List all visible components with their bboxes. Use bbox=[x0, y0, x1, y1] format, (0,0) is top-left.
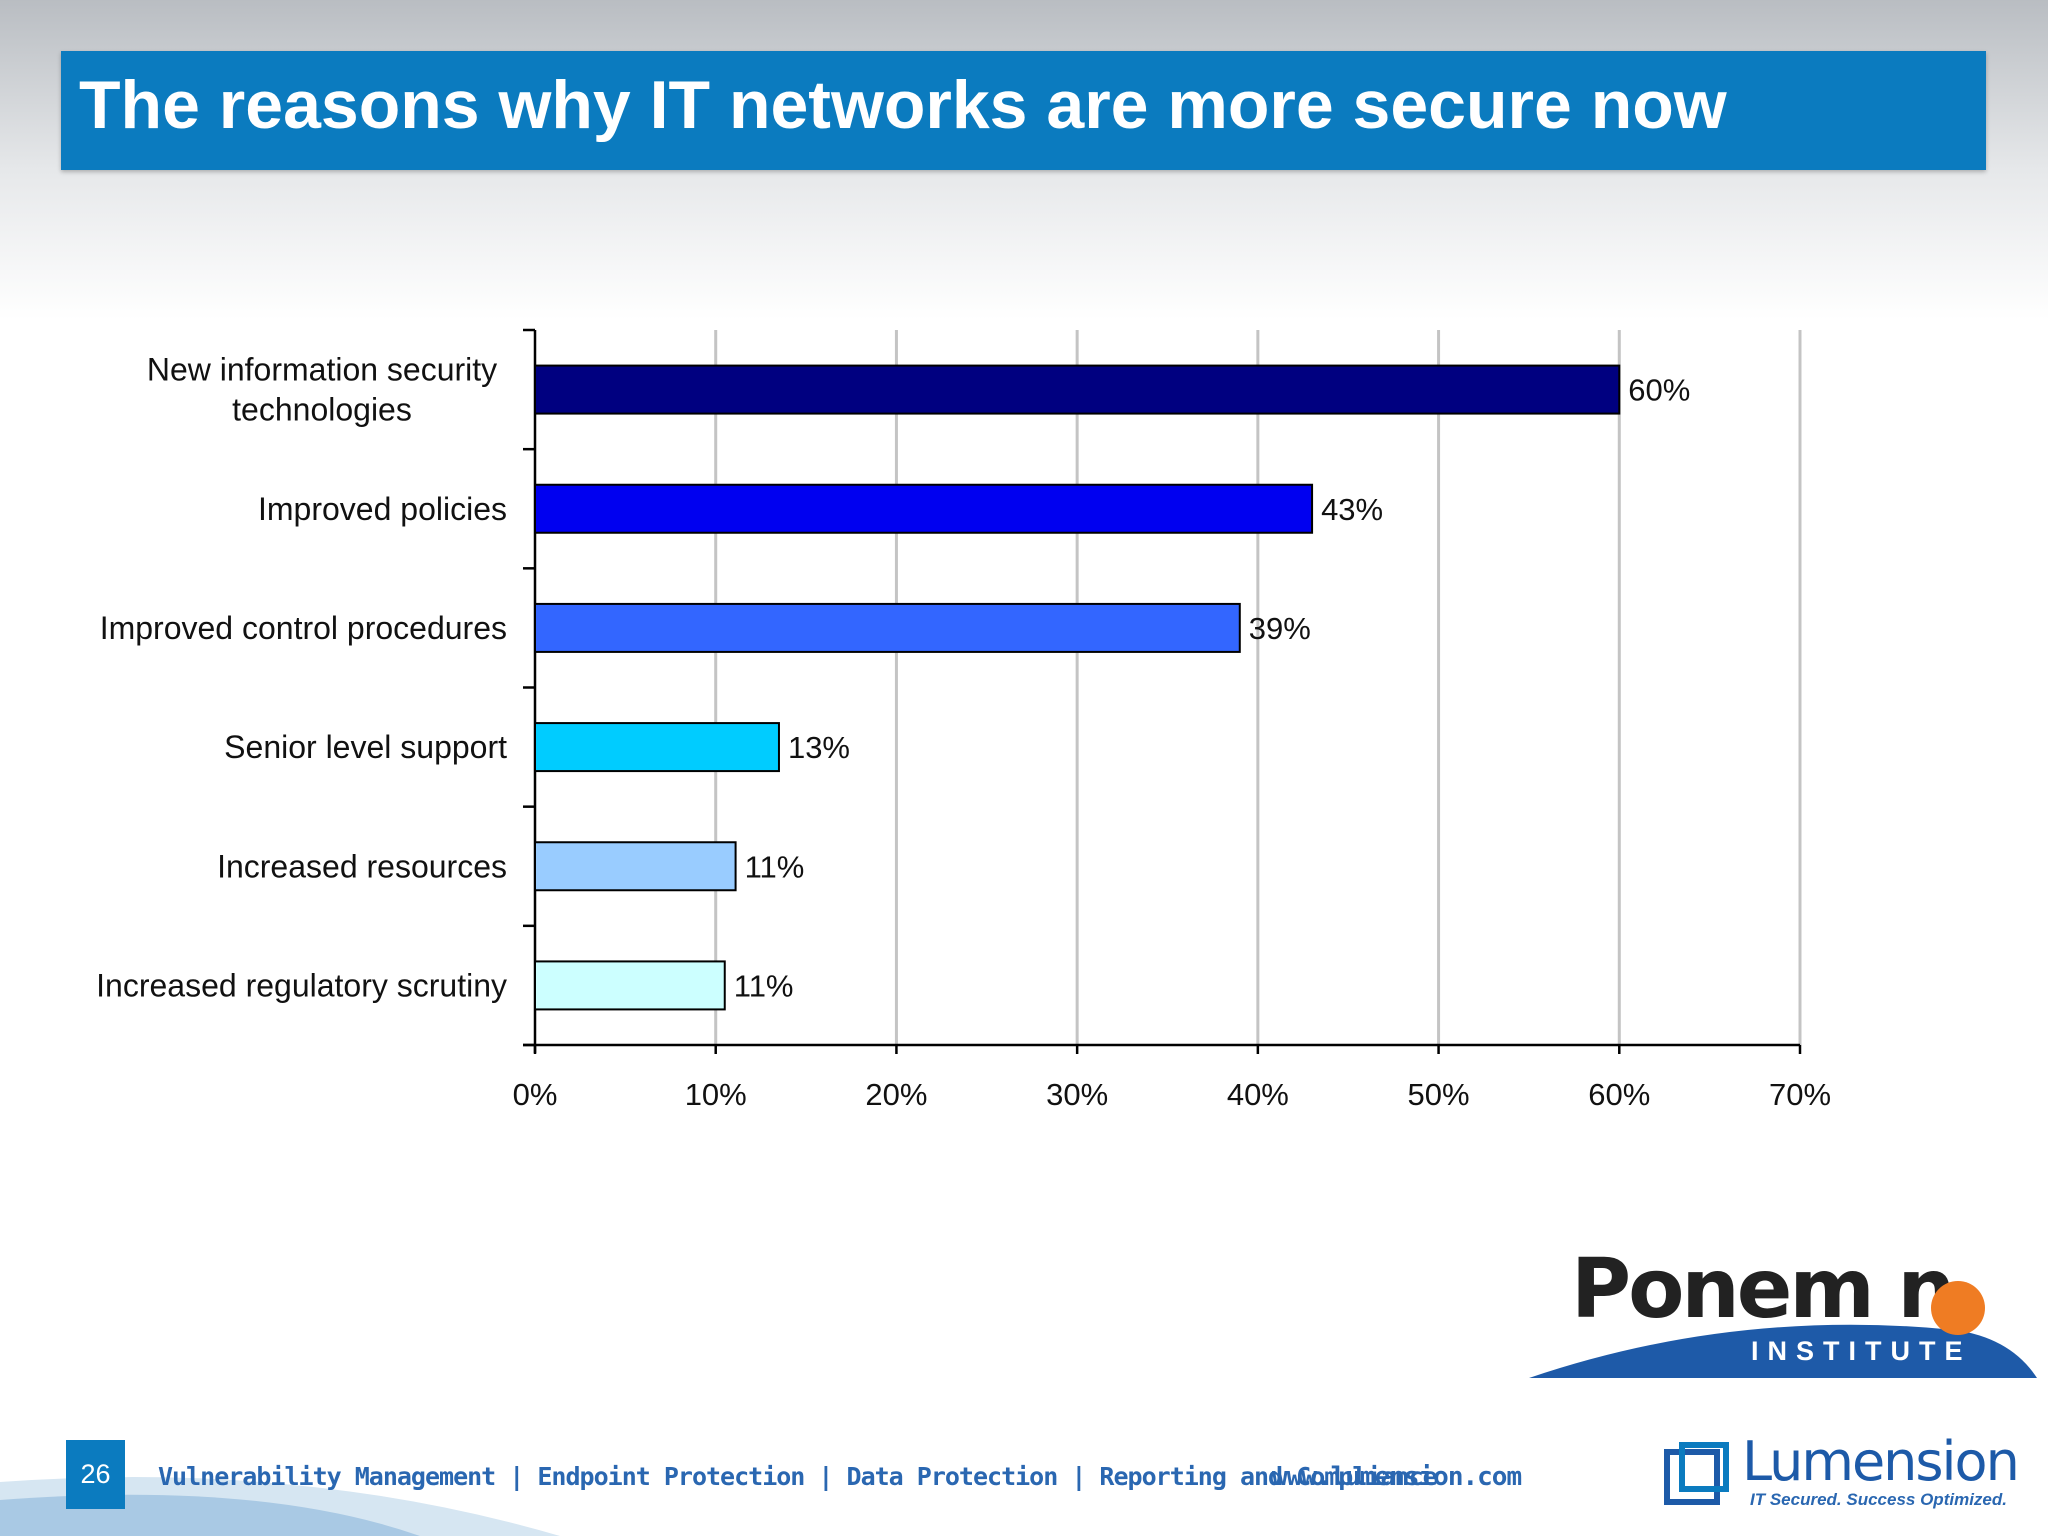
bar bbox=[534, 841, 737, 892]
bar bbox=[534, 483, 1314, 534]
x-tick-label: 30% bbox=[1046, 1077, 1108, 1112]
ponemon-swoosh-icon bbox=[1529, 1324, 2037, 1378]
x-tick-label: 20% bbox=[865, 1077, 927, 1112]
data-label: 11% bbox=[745, 849, 805, 884]
data-label: 13% bbox=[788, 730, 850, 765]
ponemon-logo: Ponem n INSTITUTE bbox=[1525, 1230, 2045, 1390]
category-label: Increased resources bbox=[217, 848, 507, 884]
x-tick-label: 70% bbox=[1769, 1077, 1831, 1112]
slide-title: The reasons why IT networks are more sec… bbox=[79, 67, 1727, 143]
ponemon-wordmark: Ponem n bbox=[1571, 1242, 1956, 1337]
category-label: New information security bbox=[147, 352, 497, 388]
bar bbox=[534, 960, 726, 1011]
data-label: 43% bbox=[1321, 492, 1383, 527]
footer-nav-text: Vulnerability Management | Endpoint Prot… bbox=[158, 1462, 1438, 1491]
ponemon-dot-icon bbox=[1931, 1281, 1985, 1335]
x-tick-label: 40% bbox=[1227, 1077, 1289, 1112]
lumension-wordmark: Lumension bbox=[1742, 1430, 2020, 1493]
x-tick-label: 50% bbox=[1408, 1077, 1470, 1112]
bar-chart: 0% 10% 20% 30% 40% 50% 60% 70% 60% New informatio… bbox=[96, 328, 1831, 1112]
ponemon-institute-label: INSTITUTE bbox=[1751, 1336, 1972, 1366]
bar bbox=[534, 602, 1241, 653]
category-label: Improved control procedures bbox=[100, 610, 507, 646]
bar bbox=[534, 722, 780, 773]
data-label: 60% bbox=[1628, 373, 1690, 408]
data-label: 11% bbox=[734, 968, 794, 1003]
x-tick-label: 0% bbox=[513, 1077, 558, 1112]
page-number: 26 bbox=[66, 1440, 125, 1509]
bar bbox=[534, 364, 1621, 415]
title-bar: The reasons why IT networks are more sec… bbox=[61, 51, 1986, 170]
x-tick-label: 60% bbox=[1588, 1077, 1650, 1112]
category-label: technologies bbox=[232, 392, 412, 428]
x-tick-label: 10% bbox=[685, 1077, 747, 1112]
category-label: Improved policies bbox=[258, 491, 507, 527]
lumension-tagline: IT Secured. Success Optimized. bbox=[1750, 1490, 2007, 1509]
category-label: Senior level support bbox=[224, 729, 507, 765]
lumension-logo-icon bbox=[1664, 1442, 1729, 1505]
footer-url[interactable]: www.lumension.com bbox=[1272, 1462, 1522, 1492]
data-label: 39% bbox=[1249, 611, 1311, 646]
category-label: Increased regulatory scrutiny bbox=[96, 967, 507, 1003]
